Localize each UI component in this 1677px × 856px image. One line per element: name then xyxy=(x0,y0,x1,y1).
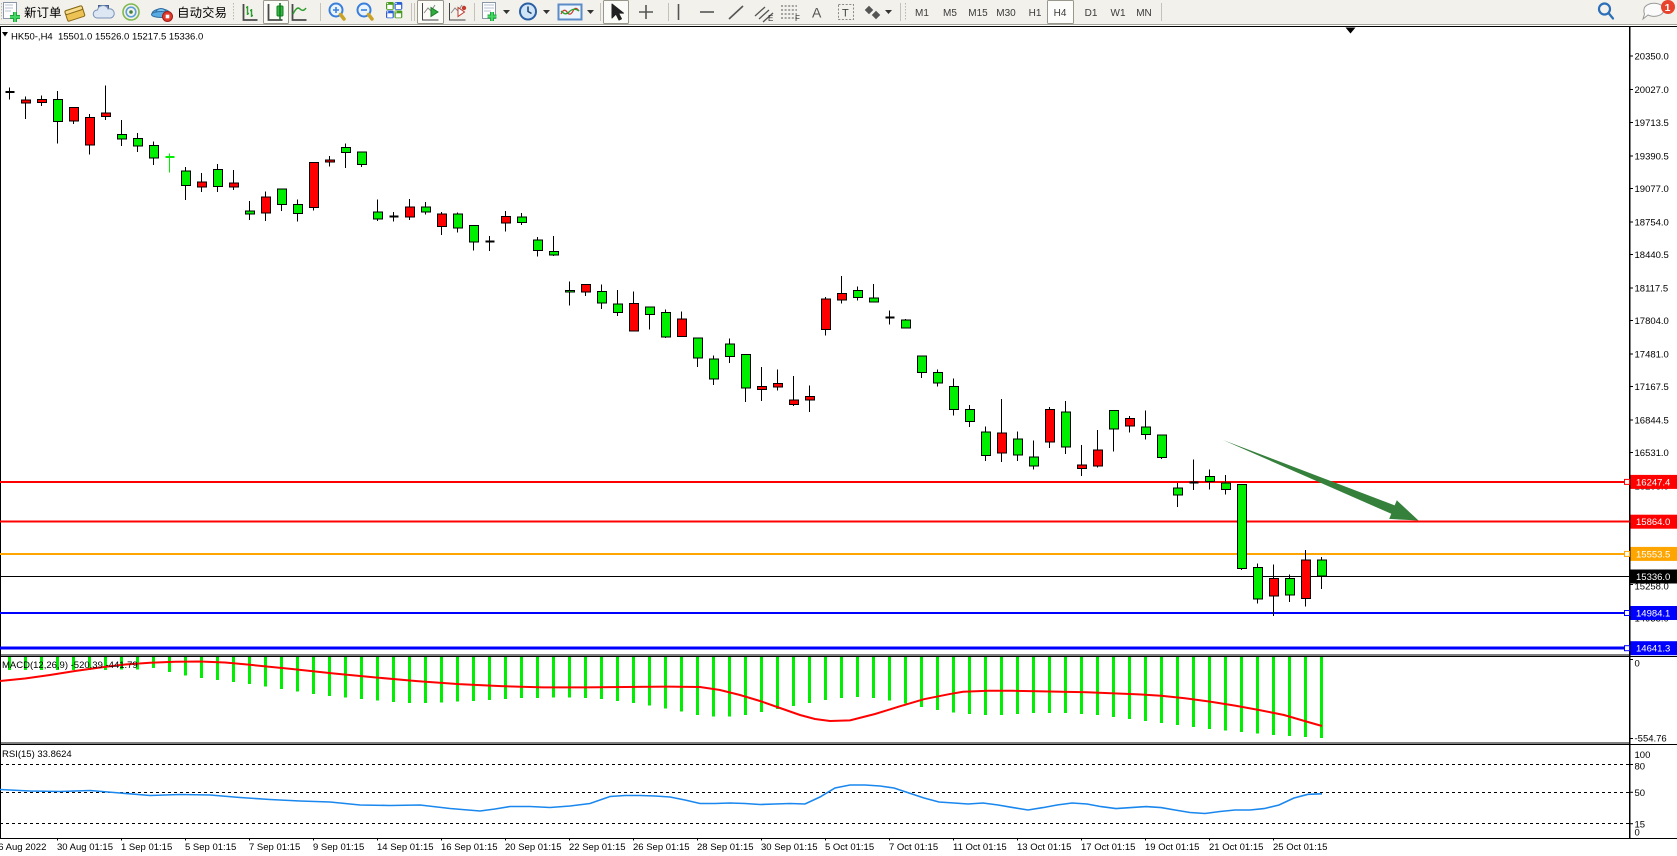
svg-text:15553.5: 15553.5 xyxy=(1636,549,1670,560)
svg-text:22 Sep 01:15: 22 Sep 01:15 xyxy=(569,842,626,853)
svg-text:25 Oct 01:15: 25 Oct 01:15 xyxy=(1273,842,1327,853)
svg-text:0: 0 xyxy=(1635,828,1640,839)
svg-text:1: 1 xyxy=(1665,2,1671,14)
svg-text:80: 80 xyxy=(1635,762,1646,773)
svg-text:RSI(15) 33.8624: RSI(15) 33.8624 xyxy=(2,749,72,760)
svg-text:18440.5: 18440.5 xyxy=(1635,250,1669,261)
svg-text:H4: H4 xyxy=(1054,8,1067,19)
svg-text:M15: M15 xyxy=(968,8,988,19)
svg-text:20027.0: 20027.0 xyxy=(1635,85,1669,96)
svg-text:-554.76: -554.76 xyxy=(1635,734,1667,745)
svg-text:18754.0: 18754.0 xyxy=(1635,217,1669,228)
svg-text:15336.0: 15336.0 xyxy=(1636,572,1670,583)
svg-text:1 Sep 01:15: 1 Sep 01:15 xyxy=(121,842,172,853)
svg-text:19 Oct 01:15: 19 Oct 01:15 xyxy=(1145,842,1199,853)
svg-text:50: 50 xyxy=(1635,788,1646,799)
svg-text:T: T xyxy=(842,8,849,20)
svg-text:16844.5: 16844.5 xyxy=(1635,416,1669,427)
svg-text:16 Sep 01:15: 16 Sep 01:15 xyxy=(441,842,498,853)
svg-text:30 Aug 01:15: 30 Aug 01:15 xyxy=(57,842,113,853)
svg-text:E: E xyxy=(768,14,773,23)
svg-text:D1: D1 xyxy=(1085,8,1098,19)
svg-text:19390.5: 19390.5 xyxy=(1635,151,1669,162)
svg-text:17 Oct 01:15: 17 Oct 01:15 xyxy=(1081,842,1135,853)
svg-text:26 Sep 01:15: 26 Sep 01:15 xyxy=(633,842,690,853)
svg-text:17167.5: 17167.5 xyxy=(1635,382,1669,393)
svg-text:MN: MN xyxy=(1136,8,1152,19)
svg-text:7 Sep 01:15: 7 Sep 01:15 xyxy=(249,842,300,853)
svg-text:7 Oct 01:15: 7 Oct 01:15 xyxy=(889,842,938,853)
svg-text:15864.0: 15864.0 xyxy=(1636,517,1670,528)
svg-text:15258.0: 15258.0 xyxy=(1635,582,1669,593)
svg-text:20350.0: 20350.0 xyxy=(1635,52,1669,63)
svg-text:14 Sep 01:15: 14 Sep 01:15 xyxy=(377,842,434,853)
svg-text:M1: M1 xyxy=(915,8,929,19)
svg-text:14984.1: 14984.1 xyxy=(1636,609,1670,620)
svg-text:30 Sep 01:15: 30 Sep 01:15 xyxy=(761,842,818,853)
svg-text:100: 100 xyxy=(1635,750,1651,761)
svg-text:20 Sep 01:15: 20 Sep 01:15 xyxy=(505,842,562,853)
svg-text:14641.3: 14641.3 xyxy=(1636,644,1670,655)
svg-text:21 Oct 01:15: 21 Oct 01:15 xyxy=(1209,842,1263,853)
svg-text:HK50-,H4 15501.0 15526.0 1521: HK50-,H4 15501.0 15526.0 15217.5 15336.0 xyxy=(11,32,203,43)
svg-text:17481.0: 17481.0 xyxy=(1635,349,1669,360)
svg-text:5 Sep 01:15: 5 Sep 01:15 xyxy=(185,842,236,853)
svg-text:M30: M30 xyxy=(996,8,1016,19)
svg-text:19713.5: 19713.5 xyxy=(1635,118,1669,129)
svg-text:15: 15 xyxy=(1635,819,1646,830)
svg-text:M5: M5 xyxy=(943,8,957,19)
svg-text:16531.0: 16531.0 xyxy=(1635,448,1669,459)
svg-text:28 Sep 01:15: 28 Sep 01:15 xyxy=(697,842,754,853)
svg-text:0: 0 xyxy=(1635,659,1640,670)
svg-text:19077.0: 19077.0 xyxy=(1635,184,1669,195)
svg-text:A: A xyxy=(812,5,822,21)
svg-text:11 Oct 01:15: 11 Oct 01:15 xyxy=(953,842,1007,853)
svg-text:26 Aug 2022: 26 Aug 2022 xyxy=(0,842,46,853)
svg-text:13 Oct 01:15: 13 Oct 01:15 xyxy=(1017,842,1071,853)
svg-text:W1: W1 xyxy=(1111,8,1126,19)
svg-text:5 Oct 01:15: 5 Oct 01:15 xyxy=(825,842,874,853)
svg-text:18117.5: 18117.5 xyxy=(1635,283,1669,294)
svg-text:16247.4: 16247.4 xyxy=(1636,477,1670,488)
svg-text:MACD(12,26,9) -520.39 -441.79: MACD(12,26,9) -520.39 -441.79 xyxy=(2,660,138,671)
svg-text:9 Sep 01:15: 9 Sep 01:15 xyxy=(313,842,364,853)
svg-text:H1: H1 xyxy=(1029,8,1042,19)
svg-text:F: F xyxy=(795,14,800,23)
svg-text:17804.0: 17804.0 xyxy=(1635,316,1669,327)
